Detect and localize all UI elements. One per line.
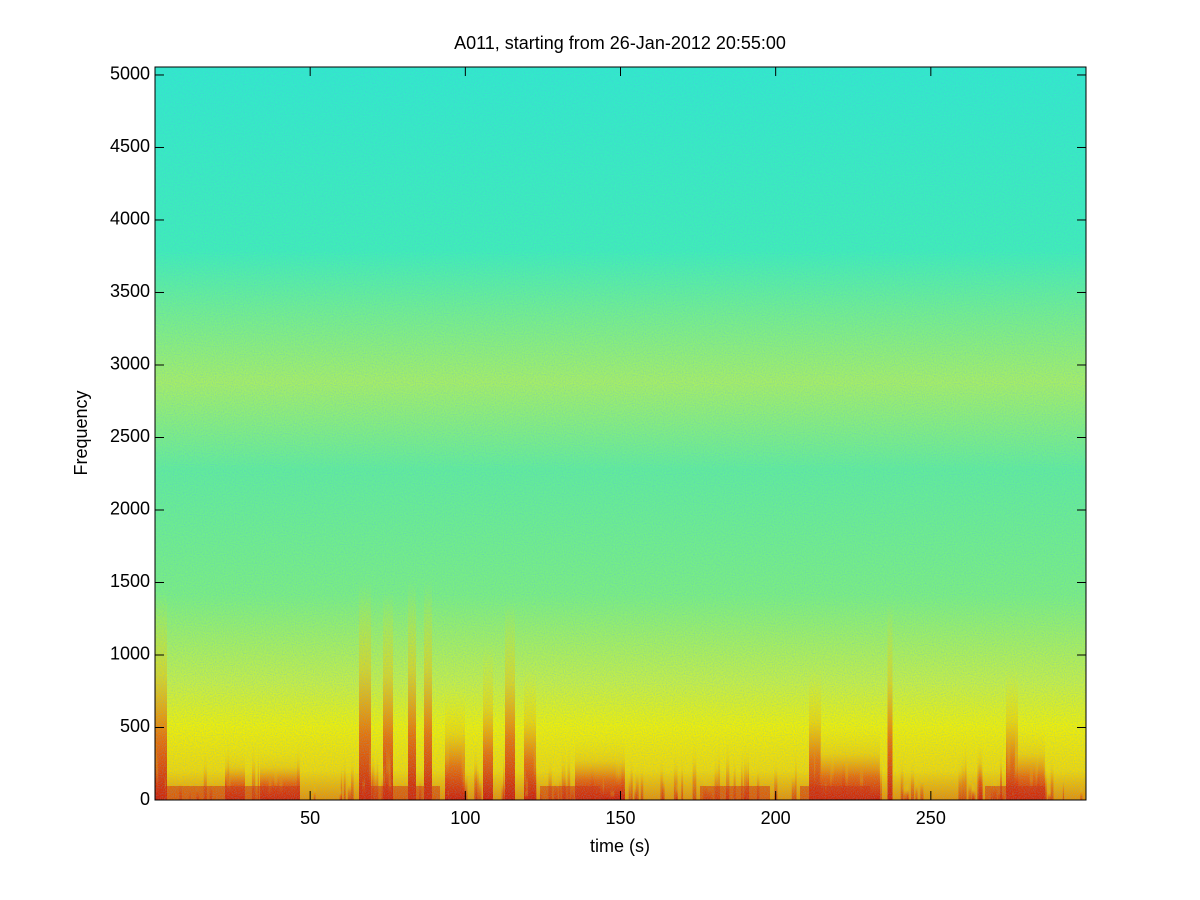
x-axis-label: time (s) [590, 836, 650, 856]
y-tick-label: 4500 [110, 136, 150, 156]
noise-overlay [155, 67, 1086, 800]
y-tick-label: 3500 [110, 281, 150, 301]
y-tick-label: 1500 [110, 571, 150, 591]
x-tick-label: 200 [761, 808, 791, 828]
y-tick-label: 0 [140, 789, 150, 809]
y-axis-label: Frequency [71, 390, 91, 475]
chart-title: A011, starting from 26-Jan-2012 20:55:00 [454, 33, 786, 53]
y-tick-label: 2000 [110, 499, 150, 519]
axes: 50 100 150 200 25005001000150020002500300035… [110, 64, 1086, 828]
y-tick-label: 3000 [110, 354, 150, 374]
y-tick-label: 5000 [110, 64, 150, 84]
y-tick-label: 4000 [110, 209, 150, 229]
x-tick-label: 100 [450, 808, 480, 828]
x-tick-label: 250 [916, 808, 946, 828]
y-tick-label: 1000 [110, 644, 150, 664]
y-tick-label: 2500 [110, 426, 150, 446]
y-tick-label: 500 [120, 716, 150, 736]
x-tick-label: 50 [300, 808, 320, 828]
spectrogram-image [155, 67, 1086, 800]
x-tick-label: 150 [605, 808, 635, 828]
